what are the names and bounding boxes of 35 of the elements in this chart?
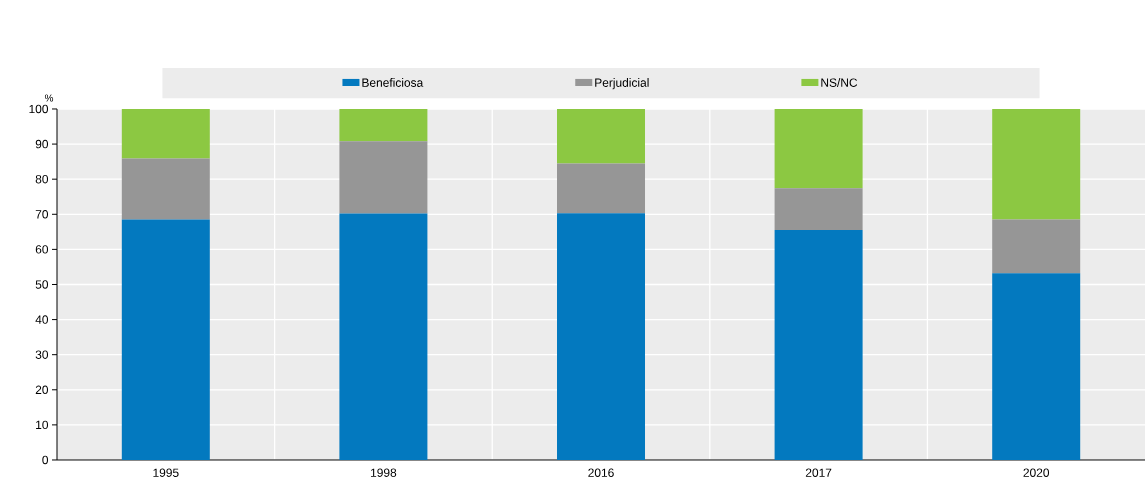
- bar: [557, 213, 646, 460]
- bar: [774, 230, 863, 460]
- legend-label: Beneficiosa: [362, 78, 424, 87]
- bar: [121, 219, 210, 460]
- y-tick-label: 40: [35, 315, 49, 324]
- y-tick-label: 80: [35, 174, 49, 184]
- bar: [121, 158, 210, 220]
- x-tick-label: 2020: [1023, 468, 1050, 477]
- y-tick-label: 70: [35, 210, 49, 219]
- y-tick-label: 20: [35, 385, 49, 395]
- y-tick-label: 50: [35, 280, 49, 289]
- bar: [557, 108, 646, 164]
- x-tick-label: 1995: [153, 468, 179, 477]
- bar: [339, 213, 428, 460]
- legend-label: Perjudicial: [595, 78, 649, 90]
- bar: [992, 273, 1081, 460]
- x-tick-label: 2017: [805, 468, 832, 477]
- bar: [992, 108, 1081, 220]
- y-tick-label: 90: [35, 139, 49, 149]
- y-axis-title: %: [44, 94, 54, 102]
- x-tick-label: 1998: [371, 468, 397, 477]
- y-tick-label: 0: [42, 455, 49, 465]
- y-tick-label: 10: [36, 420, 49, 430]
- y-tick-label: 30: [35, 350, 49, 359]
- legend-label: NS/NC: [821, 78, 858, 87]
- bar: [774, 188, 863, 231]
- bar: [557, 163, 646, 214]
- y-tick-label: 60: [35, 245, 49, 254]
- y-tick-label: 100: [29, 104, 49, 114]
- bar: [339, 141, 428, 214]
- bar: [121, 108, 210, 159]
- bar: [339, 108, 428, 142]
- x-tick-label: 2016: [588, 468, 614, 477]
- bar: [992, 219, 1081, 274]
- bar: [774, 108, 863, 189]
